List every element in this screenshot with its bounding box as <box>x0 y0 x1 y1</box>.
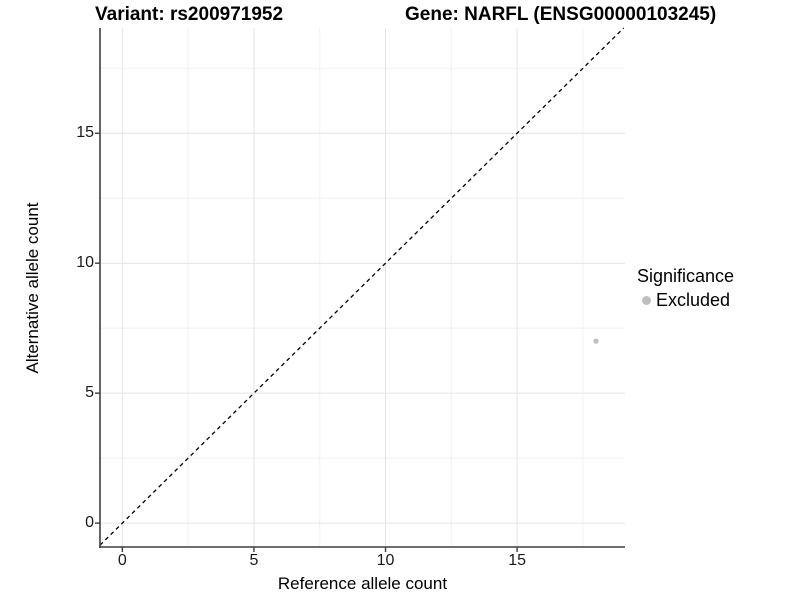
legend-item-label: Excluded <box>656 290 731 310</box>
gene-title: Gene: NARFL (ENSG00000103245) <box>405 4 717 25</box>
y-tick-label: 10 <box>76 254 94 272</box>
legend-title: Significance <box>637 266 735 286</box>
y-tick-label: 0 <box>85 514 94 532</box>
x-tick-label: 0 <box>117 552 127 569</box>
y-tick-label: 5 <box>85 384 94 402</box>
x-axis-title: Reference allele count <box>277 574 448 593</box>
excluded-point-icon <box>642 296 651 305</box>
x-tick-label: 15 <box>508 552 526 569</box>
variant-title: Variant: rs200971952 <box>95 4 284 25</box>
x-tick-label: 5 <box>249 552 259 569</box>
legend: Significance Excluded <box>637 266 734 311</box>
y-tick-label: 15 <box>76 124 94 142</box>
x-tick-label: 10 <box>376 552 395 569</box>
y-axis-title: Alternative allele count <box>23 202 42 374</box>
identity-reference-line <box>99 27 625 546</box>
legend-item-excluded: Excluded <box>642 290 734 311</box>
data-point <box>593 338 599 344</box>
